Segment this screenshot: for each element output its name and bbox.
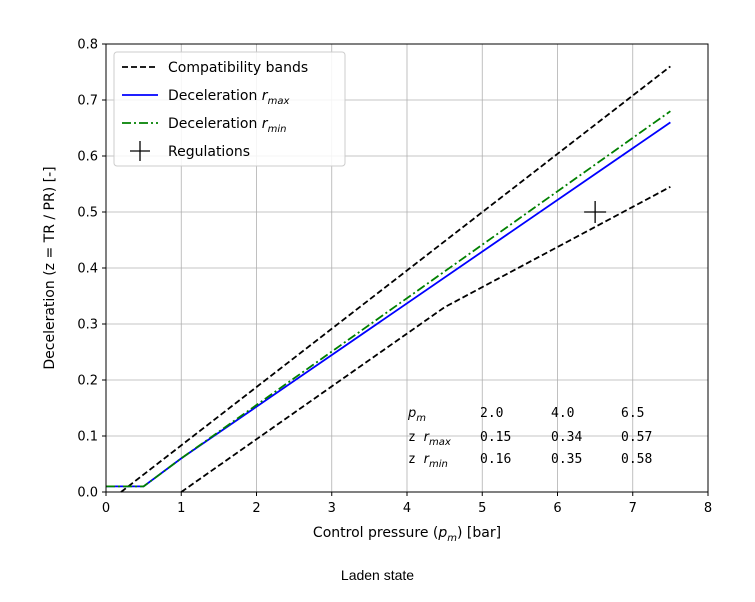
x-tick-label: 5	[478, 501, 486, 516]
legend-label-deceleration-rmin: Deceleration rmin	[168, 116, 286, 135]
deceleration-rmin-line	[106, 110, 671, 488]
x-tick-label: 3	[328, 501, 336, 516]
legend-label-deceleration-rmin-sub: min	[268, 124, 287, 135]
table-cell: 0.16	[480, 452, 511, 467]
x-axis-label-prefix: Control pressure (	[313, 525, 438, 541]
legend-label-deceleration-rmin-name: Deceleration	[168, 116, 257, 132]
y-axis-label: Deceleration (z = TR / PR) [-]	[42, 166, 58, 369]
table-header-var: p	[407, 406, 416, 421]
y-tick-label: 0.4	[77, 262, 98, 277]
y-tick-label: 0.3	[77, 318, 98, 333]
y-tick-label: 0.1	[77, 430, 98, 445]
table-row-var: r	[424, 430, 431, 445]
table-header-value: 2.0	[480, 406, 503, 421]
x-tick-label: 6	[553, 501, 561, 516]
annotation-table: pm 2.0 4.0 6.5z rmax 0.15 0.34 0.57z rmin 0.16 0…	[407, 406, 652, 470]
x-tick-label: 0	[102, 501, 110, 516]
caption: Laden state	[340, 567, 415, 583]
table-cell: 0.34	[551, 430, 582, 445]
y-tick-label: 0.2	[77, 374, 98, 389]
table-cell: 0.15	[480, 430, 511, 445]
table-header-value: 4.0	[551, 406, 574, 421]
deceleration-rmax-line	[106, 121, 671, 488]
legend: Compatibility bands Deceleration rmax De…	[113, 51, 346, 167]
series-layer	[106, 65, 671, 493]
table-row-var: r	[424, 452, 431, 467]
y-tick-label: 0.0	[77, 486, 98, 501]
table-cell: 0.57	[621, 430, 652, 445]
legend-plus-marker	[130, 141, 150, 161]
table-row-label: z rmax	[408, 430, 451, 448]
table-row-sub: min	[429, 459, 448, 470]
y-tick-label: 0.7	[77, 94, 98, 109]
compatibility-band-lower	[180, 186, 671, 493]
table-header-label: pm	[407, 406, 426, 424]
table-row-prefix: z	[408, 452, 424, 467]
y-tick-label: 0.8	[77, 38, 98, 53]
x-axis-label: Control pressure (pm) [bar]	[313, 525, 501, 544]
chart: 0 1 2 3 4 5 6 7 8 0.0 0.1 0.2 0.3 0.4 0.5 0.6 0.7 0.8 Con…	[42, 38, 712, 545]
x-axis-label-var: p	[437, 525, 447, 541]
legend-label-deceleration-rmax: Deceleration rmax	[168, 88, 289, 107]
legend-label-deceleration-rmax-name: Deceleration	[168, 88, 257, 104]
legend-label-compatibility-bands: Compatibility bands	[168, 60, 308, 76]
regulations-marker	[584, 201, 607, 223]
x-tick-label: 8	[704, 501, 712, 516]
x-tick-label: 4	[403, 501, 411, 516]
compatibility-band-upper	[120, 65, 671, 493]
ticks: 0 1 2 3 4 5 6 7 8 0.0 0.1 0.2 0.3 0.4 0.5 0.6 0.7 0.8	[77, 38, 712, 517]
x-axis-label-sub: m	[447, 533, 457, 544]
x-tick-label: 2	[252, 501, 260, 516]
legend-label-deceleration-rmax-sub: max	[268, 96, 290, 107]
table-row-prefix: z	[408, 430, 424, 445]
x-axis-label-suffix: ) [bar]	[457, 525, 501, 541]
table-cell: 0.58	[621, 452, 652, 467]
legend-swatch-regulations	[130, 141, 150, 161]
table-header-value: 6.5	[621, 406, 644, 421]
legend-label-deceleration-rmax-var: r	[257, 88, 268, 104]
table-row-sub: max	[429, 437, 451, 448]
y-tick-label: 0.6	[77, 150, 98, 165]
x-tick-label: 1	[177, 501, 185, 516]
y-tick-label: 0.5	[77, 206, 98, 221]
legend-box	[113, 51, 346, 167]
table-header-sub: m	[416, 413, 426, 424]
legend-label-deceleration-rmin-var: r	[257, 116, 268, 132]
legend-label-regulations: Regulations	[168, 144, 250, 160]
table-row-label: z rmin	[408, 452, 448, 470]
table-cell: 0.35	[551, 452, 582, 467]
x-tick-label: 7	[629, 501, 637, 516]
